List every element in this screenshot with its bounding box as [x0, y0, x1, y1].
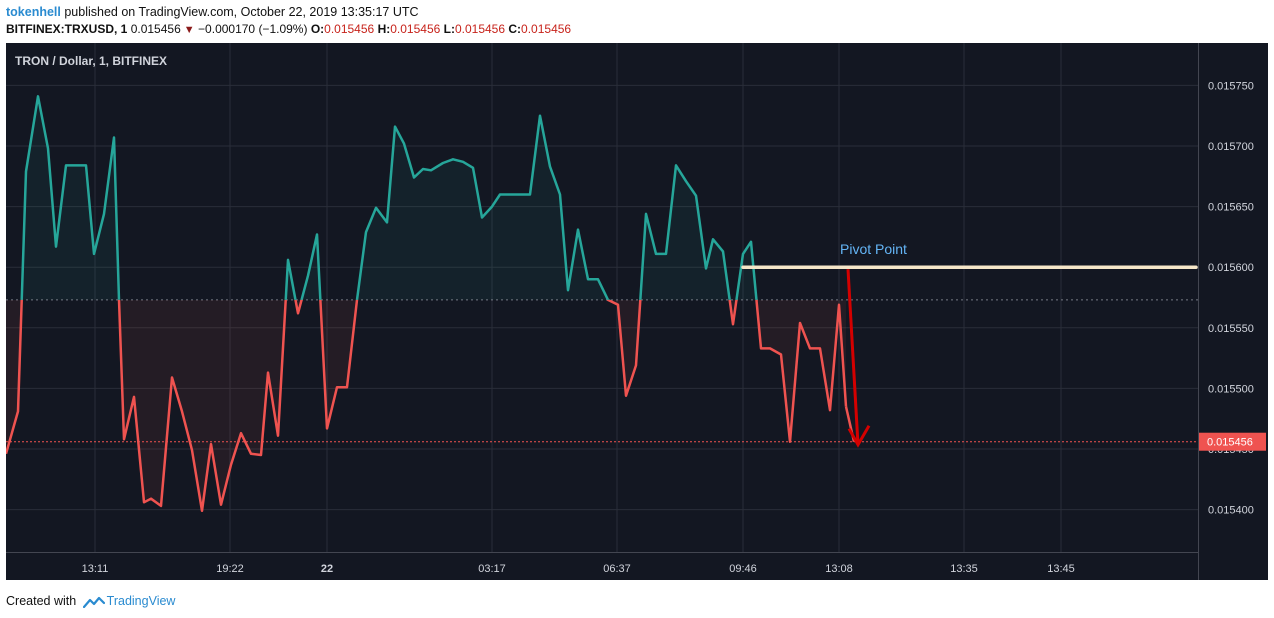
low-value: 0.015456 — [454, 22, 506, 36]
y-tick-label: 0.015600 — [1208, 262, 1254, 274]
x-tick-label: 13:35 — [950, 563, 978, 575]
x-tick-label: 03:17 — [478, 563, 506, 575]
x-tick-label: 19:22 — [216, 563, 244, 575]
chart-title: TRON / Dollar, 1, BITFINEX — [15, 54, 167, 68]
tradingview-logo-icon — [82, 596, 105, 608]
ohlc-line: BITFINEX:TRXUSD, 1 0.015456 ▼ −0.000170 … — [6, 21, 1268, 38]
arrow-shaft — [846, 269, 860, 445]
published-text: published on TradingView.com, October 22… — [64, 5, 419, 19]
series-line-up — [20, 95, 758, 300]
x-tick-label: 13:08 — [825, 563, 853, 575]
author-link[interactable]: tokenhell — [6, 5, 61, 19]
footer: Created with TradingView — [6, 592, 175, 610]
y-tick-label: 0.015650 — [1208, 202, 1254, 214]
publish-line: tokenhell published on TradingView.com, … — [6, 4, 1268, 21]
last-price: 0.015456 — [130, 22, 181, 36]
high-label: H: — [377, 22, 391, 36]
x-tick-label: 13:45 — [1047, 563, 1075, 575]
area-fill-up — [6, 96, 846, 300]
down-triangle-icon: ▼ — [180, 24, 195, 36]
close-value: 0.015456 — [521, 22, 572, 36]
current-price-label: 0.015456 — [1207, 437, 1253, 449]
y-tick-label: 0.015550 — [1208, 323, 1254, 335]
price-chart[interactable]: Pivot Point TRON / Dollar, 1, BITFINEX 0.0… — [6, 43, 1268, 580]
y-tick-label: 0.015400 — [1208, 505, 1254, 517]
arrow-head — [847, 424, 871, 448]
y-tick-label: 0.015750 — [1208, 80, 1254, 92]
close-label: C: — [508, 22, 522, 36]
tradingview-link[interactable]: TradingView — [106, 594, 176, 608]
open-value: 0.015456 — [324, 22, 375, 36]
created-with-text: Created with — [6, 594, 77, 608]
chart-header: tokenhell published on TradingView.com, … — [6, 4, 1268, 38]
y-tick-label: 0.015700 — [1208, 141, 1254, 153]
low-label: L: — [443, 22, 455, 36]
x-tick-label: 22 — [321, 563, 333, 575]
x-tick-label: 06:37 — [603, 563, 631, 575]
x-tick-label: 13:11 — [82, 563, 109, 575]
open-label: O: — [310, 22, 325, 36]
series-line-down — [6, 299, 848, 513]
high-value: 0.015456 — [390, 22, 441, 36]
price-change: −0.000170 (−1.09%) — [198, 22, 308, 36]
current-price-tag — [1199, 432, 1266, 451]
x-tick-label: 09:46 — [729, 563, 757, 575]
chart-panel[interactable]: Pivot Point TRON / Dollar, 1, BITFINEX 0.0… — [6, 43, 1268, 580]
pivot-point-annotation: Pivot Point — [840, 241, 907, 257]
y-tick-label: 0.015500 — [1208, 383, 1254, 395]
symbol-label: BITFINEX:TRXUSD, 1 — [6, 22, 128, 36]
